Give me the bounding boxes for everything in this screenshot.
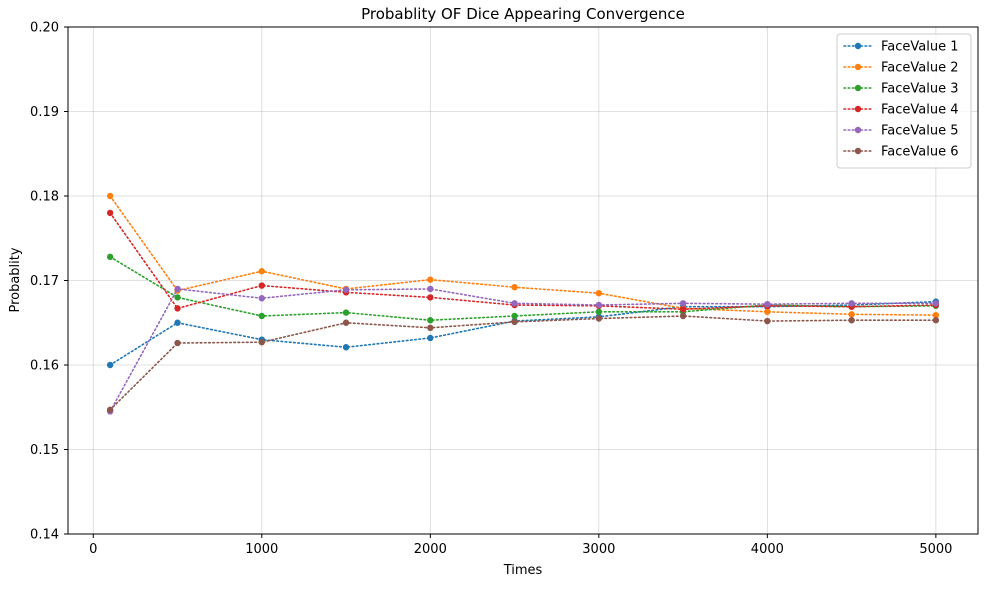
data-point — [258, 295, 265, 302]
legend-item: FaceValue 5 — [843, 124, 959, 139]
data-point — [679, 300, 687, 307]
legend-label: FaceValue 4 — [881, 103, 959, 118]
chart-title: Probablity OF Dice Appearing Convergence — [361, 5, 685, 23]
y-tick-label: 0.17 — [30, 274, 59, 289]
y-tick-label: 0.20 — [30, 21, 59, 36]
data-point — [932, 317, 940, 324]
data-point — [595, 289, 603, 297]
data-point — [258, 312, 265, 320]
legend: FaceValue 1 FaceValue 2 FaceValue 3 FaceVal… — [836, 33, 972, 169]
data-point — [511, 284, 518, 291]
y-tick-label: 0.15 — [30, 443, 59, 458]
x-tick-label: 5000 — [919, 542, 952, 557]
legend-label: FaceValue 2 — [881, 61, 959, 76]
x-axis-label: Times — [503, 563, 543, 578]
data-point — [764, 317, 771, 325]
series-2 — [106, 192, 940, 319]
legend-item: FaceValue 4 — [843, 103, 959, 118]
data-point — [764, 308, 771, 315]
legend-swatch-marker — [854, 147, 862, 155]
y-axis-label: Probablity — [8, 247, 23, 312]
data-point — [848, 300, 855, 307]
data-point — [595, 308, 603, 315]
series-6 — [106, 312, 940, 413]
data-point — [342, 344, 350, 351]
axis-layer: 0 1000 2000 3000 4000 5000 0.14 0.15 0.16 0.17 0.1… — [30, 21, 952, 558]
x-tick-label: 1000 — [245, 542, 278, 557]
y-tick-label: 0.16 — [30, 359, 59, 374]
data-point — [106, 253, 114, 261]
legend-label: FaceValue 5 — [881, 124, 959, 139]
series-line — [109, 315, 937, 411]
series-line — [109, 288, 937, 413]
data-point — [174, 305, 181, 312]
legend-label: FaceValue 1 — [881, 40, 959, 55]
legend-swatch-marker — [854, 63, 862, 71]
data-point — [427, 317, 434, 324]
data-point — [932, 300, 940, 307]
legend-swatch-marker — [854, 126, 862, 134]
data-point — [595, 315, 603, 322]
data-point — [932, 311, 940, 319]
x-tick-label: 2000 — [414, 542, 447, 557]
data-point — [106, 406, 114, 413]
series-line — [109, 195, 937, 316]
data-point — [174, 285, 181, 293]
x-tick-label: 3000 — [582, 542, 615, 557]
legend-item: FaceValue 1 — [843, 40, 959, 55]
data-point — [427, 324, 434, 332]
data-point — [342, 286, 350, 293]
data-point — [427, 294, 434, 301]
data-point — [511, 312, 518, 320]
data-point — [848, 317, 855, 324]
data-point — [342, 319, 350, 326]
legend-swatch-marker — [854, 42, 862, 50]
data-point — [106, 192, 114, 200]
data-point — [764, 300, 771, 308]
data-point — [848, 311, 855, 318]
data-point — [106, 209, 114, 217]
data-point — [679, 306, 687, 313]
data-point — [511, 300, 518, 307]
legend-swatch-marker — [854, 105, 862, 113]
data-point — [511, 318, 518, 326]
data-point — [174, 319, 181, 326]
y-tick-label: 0.19 — [30, 105, 59, 120]
series-line — [109, 212, 937, 311]
series-5 — [106, 285, 940, 415]
data-point — [595, 301, 603, 309]
legend-item: FaceValue 3 — [843, 82, 959, 97]
data-point — [258, 282, 265, 289]
legend-swatch-marker — [854, 84, 862, 92]
data-point — [258, 268, 265, 275]
series-4 — [106, 209, 940, 313]
data-point — [106, 361, 114, 369]
series-layer — [106, 192, 940, 415]
data-point — [427, 285, 434, 293]
y-tick-label: 0.14 — [30, 528, 59, 543]
data-point — [174, 294, 181, 301]
legend-label: FaceValue 6 — [881, 145, 959, 160]
y-tick-label: 0.18 — [30, 190, 59, 205]
series-line — [109, 300, 937, 366]
data-point — [679, 312, 687, 320]
legend-item: FaceValue 6 — [843, 145, 959, 160]
data-point — [427, 334, 434, 342]
x-tick-label: 4000 — [751, 542, 784, 557]
data-point — [342, 309, 350, 316]
legend-label: FaceValue 3 — [881, 82, 959, 97]
x-tick-label: 0 — [89, 542, 97, 557]
data-point — [427, 276, 434, 283]
data-point — [258, 338, 265, 346]
legend-item: FaceValue 2 — [843, 61, 959, 76]
data-point — [174, 339, 181, 347]
